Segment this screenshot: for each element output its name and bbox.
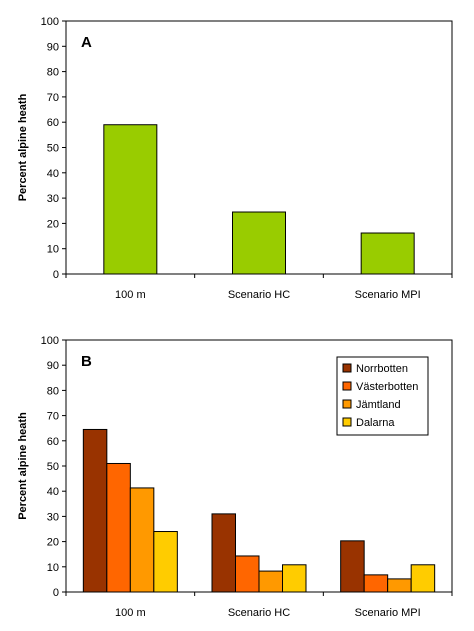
y-tick-label: 100	[41, 335, 59, 347]
bar	[360, 232, 415, 275]
bar-v-sterbotten	[363, 574, 389, 593]
y-axis-label: Percent alpine heath	[17, 412, 29, 520]
bar-norrbotten	[211, 513, 236, 593]
legend: Norrbotten Västerbotten Jämtland Dalarna	[336, 356, 429, 436]
y-tick-label: 100	[41, 16, 59, 28]
y-tick-label: 30	[47, 193, 59, 205]
legend-box	[336, 356, 429, 436]
x-tick-label: 100 m	[115, 607, 146, 619]
y-tick-label: 10	[47, 244, 59, 256]
bar-dalarna	[410, 564, 436, 593]
y-tick-label: 90	[47, 360, 59, 372]
y-tick-label: 10	[47, 562, 59, 574]
y-tick-label: 70	[47, 411, 59, 423]
bar-v-sterbotten	[106, 462, 131, 593]
y-tick-label: 40	[47, 486, 59, 498]
y-tick-label: 80	[47, 385, 59, 397]
y-tick-label: 60	[47, 436, 59, 448]
y-tick-label: 20	[47, 537, 59, 549]
legend-label: Jämtland	[356, 399, 401, 411]
bar-dalarna	[153, 531, 178, 593]
y-tick-label: 90	[47, 41, 59, 53]
bar-j-mtland	[129, 487, 155, 593]
bar-v-sterbotten	[235, 555, 260, 593]
bar-j-mtland	[258, 570, 283, 593]
y-tick-label: 0	[53, 587, 59, 599]
legend-label: Västerbotten	[356, 381, 418, 393]
bar-norrbotten	[340, 540, 365, 593]
panel-label: A	[81, 34, 92, 51]
y-tick-label: 60	[47, 117, 59, 129]
x-tick-label: 100 m	[115, 289, 146, 301]
y-tick-label: 40	[47, 168, 59, 180]
legend-swatch	[342, 417, 352, 427]
y-tick-label: 70	[47, 92, 59, 104]
y-tick-label: 80	[47, 67, 59, 79]
legend-swatch	[342, 363, 352, 373]
y-tick-label: 30	[47, 511, 59, 523]
y-tick-label: 0	[53, 269, 59, 281]
bar-j-mtland	[387, 578, 412, 593]
bar-norrbotten	[82, 428, 108, 593]
panel-label: B	[81, 353, 92, 370]
panel-b: 0 10 20 30 40 50 60 70 80 90 100 100 m Scenario HC Sc…	[17, 335, 453, 619]
panel-a: 0 10 20 30 40 50 60 70 80 90 100 100 m Scenario HC Sc…	[17, 16, 453, 301]
bar	[103, 124, 158, 275]
x-tick-label: Scenario HC	[228, 289, 290, 301]
y-tick-label: 20	[47, 218, 59, 230]
y-tick-label: 50	[47, 461, 59, 473]
y-tick-label: 50	[47, 143, 59, 155]
x-tick-label: Scenario HC	[228, 607, 290, 619]
x-tick-label: Scenario MPI	[355, 289, 421, 301]
y-axis-label: Percent alpine heath	[17, 93, 29, 201]
legend-label: Dalarna	[356, 417, 395, 429]
legend-swatch	[342, 399, 352, 409]
legend-swatch	[342, 381, 352, 391]
bar-dalarna	[282, 564, 307, 593]
x-tick-label: Scenario MPI	[355, 607, 421, 619]
bar	[232, 211, 286, 275]
legend-label: Norrbotten	[356, 363, 408, 375]
